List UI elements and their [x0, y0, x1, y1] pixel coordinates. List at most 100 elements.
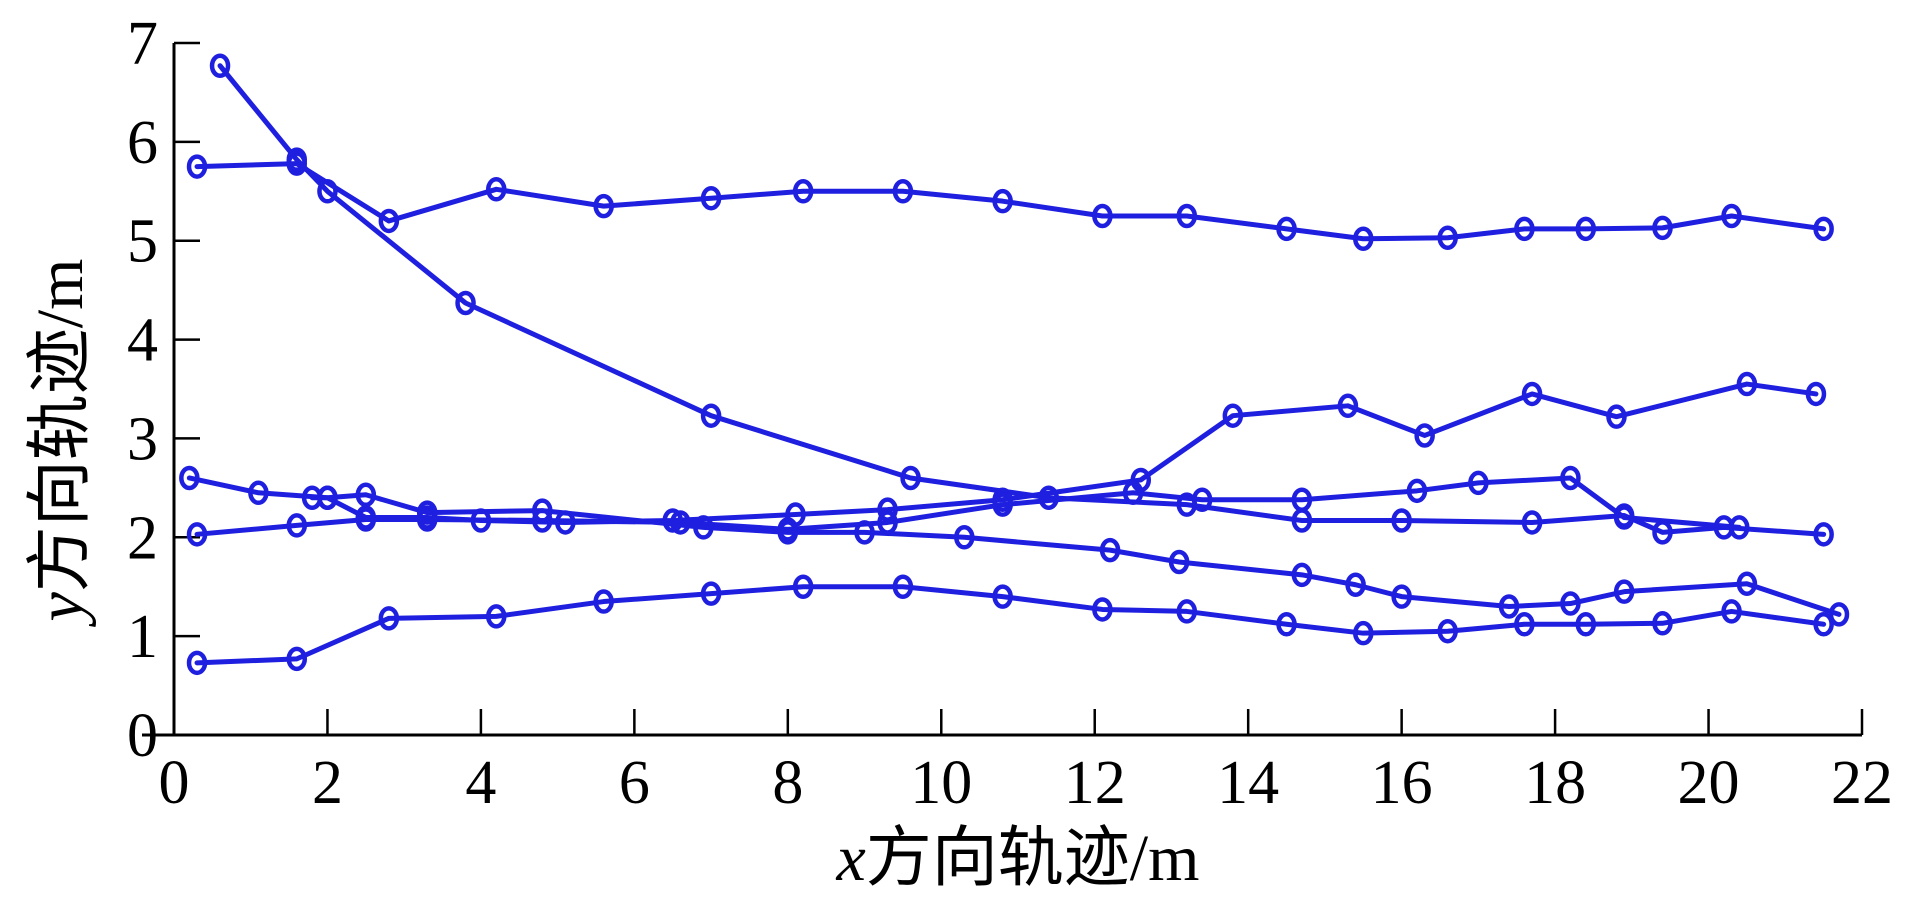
y-axis-label: y方向轨迹/m [24, 259, 97, 628]
data-point-marker [1521, 381, 1543, 407]
data-point-marker [1391, 508, 1412, 533]
data-point-marker [1291, 562, 1313, 588]
x-axis-label-text: 方向轨迹/m [866, 822, 1200, 895]
data-point-marker [1813, 522, 1834, 547]
ticks [172, 41, 1864, 737]
x-tick-label: 0 [159, 749, 190, 817]
data-point-marker [1406, 478, 1428, 504]
data-point-marker [1828, 602, 1850, 627]
x-tick-label: 10 [910, 749, 972, 817]
x-tick-label: 20 [1678, 749, 1740, 817]
data-point-marker [378, 208, 400, 234]
x-axis-label-var: x [836, 822, 866, 895]
data-point-marker [992, 492, 1013, 517]
data-point-marker [1652, 611, 1673, 636]
data-point-marker [1437, 225, 1458, 250]
x-tick-label: 22 [1831, 749, 1893, 817]
data-point-marker [992, 188, 1013, 214]
series-3 [209, 53, 1834, 547]
data-point-marker [355, 482, 377, 508]
data-point-marker [1276, 612, 1297, 637]
data-point-marker [186, 650, 208, 676]
data-point-marker [1122, 480, 1144, 506]
data-point-marker [1813, 216, 1834, 242]
data-point-marker [1805, 381, 1827, 407]
data-point-marker [355, 507, 377, 532]
data-point-marker [700, 185, 722, 211]
data-point-marker [378, 606, 400, 631]
series-1 [186, 151, 1834, 251]
data-point-marker [1414, 423, 1435, 448]
series-line [217, 63, 1827, 537]
data-point-marker [992, 584, 1013, 609]
data-point-marker [286, 513, 308, 538]
y-axis-label-text: 方向轨迹/m [24, 259, 97, 593]
data-point-marker [854, 520, 875, 545]
data-point-marker [700, 581, 722, 606]
data-point-marker [1353, 620, 1374, 646]
data-point-marker [486, 604, 507, 629]
data-point-marker [455, 290, 476, 316]
data-point-marker [1337, 393, 1359, 419]
data-point-marker [1092, 203, 1113, 229]
data-point-marker [209, 53, 231, 78]
data-point-marker [1092, 597, 1113, 622]
data-point-marker [593, 193, 614, 219]
data-point-marker [1813, 612, 1834, 637]
data-point-marker [954, 525, 975, 550]
data-point-marker [286, 147, 308, 172]
data-point-marker [1168, 549, 1190, 575]
data-point-marker [317, 179, 338, 204]
data-point-marker [416, 500, 438, 525]
y-axis-label-var: y [24, 591, 97, 627]
data-point-marker [1353, 226, 1374, 251]
series-2 [186, 574, 1834, 676]
data-point-marker [693, 515, 714, 540]
data-point-marker [1721, 203, 1742, 229]
x-tick-label: 2 [312, 749, 343, 817]
data-point-marker [1575, 612, 1597, 637]
y-tick-label: 7 [127, 10, 158, 78]
data-point-marker [877, 497, 898, 522]
x-tick-label: 12 [1064, 749, 1126, 817]
axes [142, 43, 1862, 737]
series-line [194, 475, 1742, 537]
data-point-marker [248, 480, 269, 506]
data-point-marker [1391, 584, 1412, 609]
x-tick-label: 18 [1524, 749, 1586, 817]
series-6 [301, 482, 1850, 627]
data-point-marker [1652, 215, 1673, 241]
data-point-marker [1099, 537, 1121, 563]
data-point-marker [892, 179, 914, 204]
series-line [194, 584, 1827, 666]
series-group [179, 53, 1850, 676]
y-tick-label: 3 [127, 405, 158, 473]
data-point-marker [486, 177, 507, 202]
y-tick-label: 4 [127, 307, 158, 375]
x-axis-label: x方向轨迹/m [836, 822, 1200, 895]
data-point-marker [1291, 487, 1313, 512]
data-point-marker [532, 498, 553, 523]
data-point-marker [1498, 594, 1520, 619]
y-tick-label: 5 [127, 208, 158, 276]
data-point-marker [1613, 579, 1635, 604]
series-line [309, 492, 1842, 617]
data-point-marker [700, 403, 722, 428]
data-point-marker [1606, 404, 1627, 429]
y-tick-label: 6 [127, 109, 158, 177]
data-point-marker [1514, 612, 1535, 637]
data-point-marker [1345, 572, 1366, 597]
data-point-marker [792, 179, 814, 204]
y-tick-label: 0 [127, 702, 158, 770]
data-point-marker [1560, 465, 1581, 491]
data-point-marker [1176, 599, 1198, 624]
data-point-marker [1176, 203, 1198, 229]
data-point-marker [1560, 591, 1581, 616]
data-point-marker [892, 574, 914, 599]
x-tick-label: 8 [772, 749, 803, 817]
data-point-marker [1613, 505, 1635, 530]
data-point-marker [1437, 618, 1458, 644]
data-point-marker [777, 520, 799, 545]
